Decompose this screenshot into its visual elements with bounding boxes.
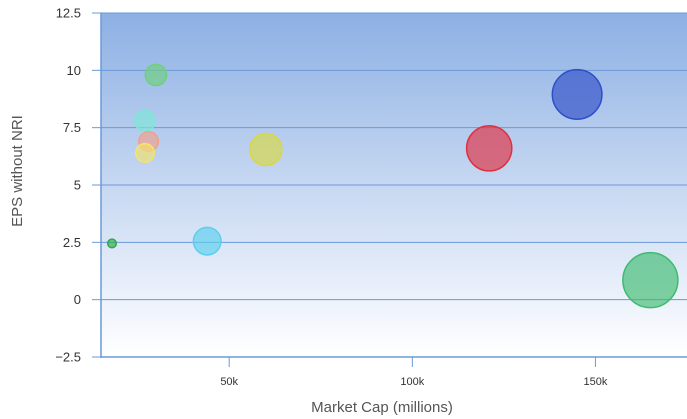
y-axis-title: EPS without NRI [9, 115, 26, 227]
x-tick-label: 150k [584, 376, 608, 388]
bubble-series [106, 63, 679, 309]
bubble[interactable] [465, 124, 513, 172]
y-tick-label: 10 [67, 63, 81, 78]
bubble[interactable] [622, 251, 679, 309]
bubble[interactable] [133, 109, 156, 132]
bubble[interactable] [144, 63, 168, 87]
x-axis-ticks: 50k 100k 150k [220, 357, 608, 388]
bubble[interactable] [192, 226, 222, 256]
x-tick-label: 50k [220, 376, 238, 388]
y-axis-ticks: 12.5 10 7.5 5 2.5 0 −2.5 [55, 6, 101, 365]
y-tick-label: 0 [74, 292, 81, 307]
y-tick-label: 7.5 [63, 120, 81, 135]
bubble[interactable] [248, 132, 283, 167]
bubble[interactable] [106, 238, 118, 249]
y-tick-label: −2.5 [55, 350, 81, 365]
x-tick-label: 100k [400, 376, 424, 388]
y-tick-label: 12.5 [56, 6, 81, 21]
bubble[interactable] [134, 142, 155, 163]
bubble[interactable] [551, 68, 603, 120]
y-tick-label: 5 [74, 178, 81, 193]
x-axis-title: Market Cap (millions) [311, 399, 453, 416]
y-tick-label: 2.5 [63, 235, 81, 250]
